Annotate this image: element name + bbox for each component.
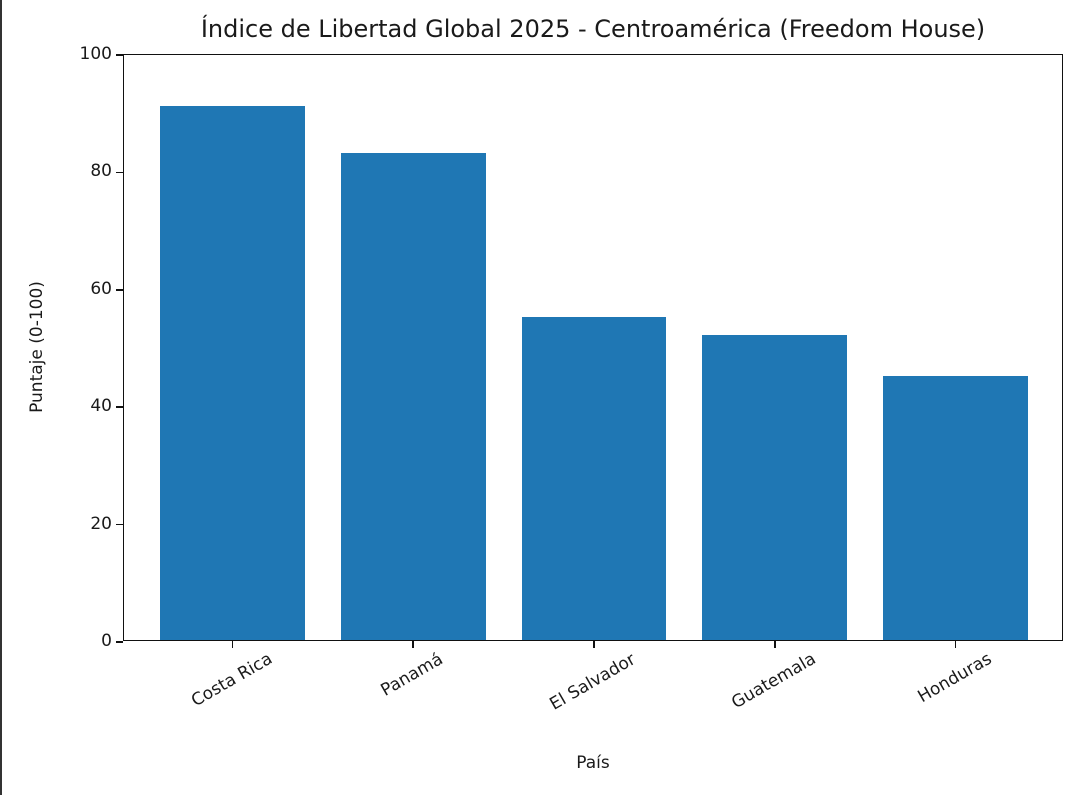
bar-honduras [883,375,1028,640]
x-tick-label: Honduras [914,648,995,708]
x-tick [773,641,776,648]
x-tick-label: El Salvador [546,648,640,715]
y-tick [116,523,123,526]
y-tick-label: 60 [90,278,112,299]
y-axis-label: Puntaje (0-100) [27,281,47,413]
plot-area [116,54,1063,648]
y-tick-label: 20 [90,513,112,534]
y-tick-label: 0 [101,631,112,651]
x-tick [593,641,595,648]
y-tick-label: 80 [90,161,112,182]
x-tick-label: Panamá [377,648,447,701]
y-tick-label: 40 [90,396,112,417]
y-tick [116,406,123,408]
y-tick [116,171,123,174]
y-tick [116,54,123,56]
x-tick [412,641,415,648]
chart-title: Índice de Libertad Global 2025 - Centroa… [200,15,986,43]
y-tick-label: 100 [79,44,112,64]
x-tick-label: Costa Rica [187,648,276,712]
y-tick [116,289,123,291]
y-tick [116,641,123,643]
bar-el-salvador [521,317,667,640]
x-axis-label: País [576,753,610,773]
x-tick [954,641,957,648]
bar-costa-rica [160,105,305,640]
bar-guatemala [702,334,848,640]
x-tick-label: Guatemala [728,648,820,714]
bar-panamá [340,152,486,640]
x-tick [231,641,234,648]
window-border [0,0,2,795]
